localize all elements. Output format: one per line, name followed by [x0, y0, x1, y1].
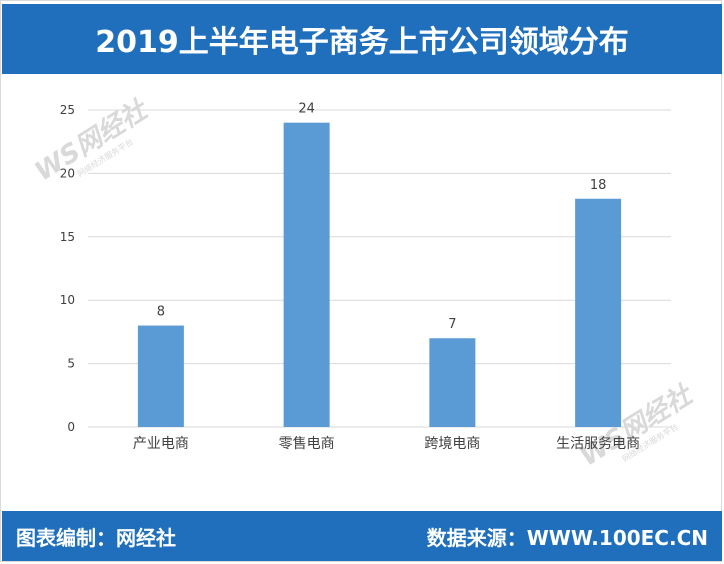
footer-bar: 图表编制：网经社 数据来源：WWW.100EC.CN [2, 511, 722, 561]
x-tick-label: 跨境电商 [424, 436, 480, 452]
chart-area: 0 5 10 15 20 25 8 产业电商 24 零售电商 7 跨境电商 18 生活服务电商 [0, 74, 724, 508]
y-tick-label: 20 [60, 166, 75, 180]
y-tick-label: 5 [67, 357, 75, 371]
bar-chart: 0 5 10 15 20 25 8 产业电商 24 零售电商 7 跨境电商 18 生活服务电商 [60, 102, 671, 452]
data-label: 18 [590, 178, 607, 193]
bar [137, 325, 184, 427]
y-tick-label: 0 [67, 420, 75, 434]
bar [283, 122, 330, 428]
bar [575, 198, 622, 427]
chart-title: 2019上半年电子商务上市公司领域分布 [95, 25, 629, 60]
y-tick-label: 15 [60, 230, 75, 244]
data-label: 7 [448, 317, 456, 332]
x-tick-label: 产业电商 [133, 436, 189, 452]
y-tick-label: 10 [60, 293, 75, 307]
y-tick-label: 25 [60, 103, 75, 117]
title-bar: 2019上半年电子商务上市公司领域分布 [2, 4, 722, 74]
x-tick-label: 生活服务电商 [556, 436, 640, 452]
data-label: 8 [157, 305, 165, 320]
footer-credit: 图表编制：网经社 [16, 525, 176, 550]
data-label: 24 [298, 102, 315, 117]
x-tick-label: 零售电商 [279, 436, 335, 452]
bar [429, 338, 476, 427]
footer-source: 数据来源：WWW.100EC.CN [426, 525, 708, 550]
